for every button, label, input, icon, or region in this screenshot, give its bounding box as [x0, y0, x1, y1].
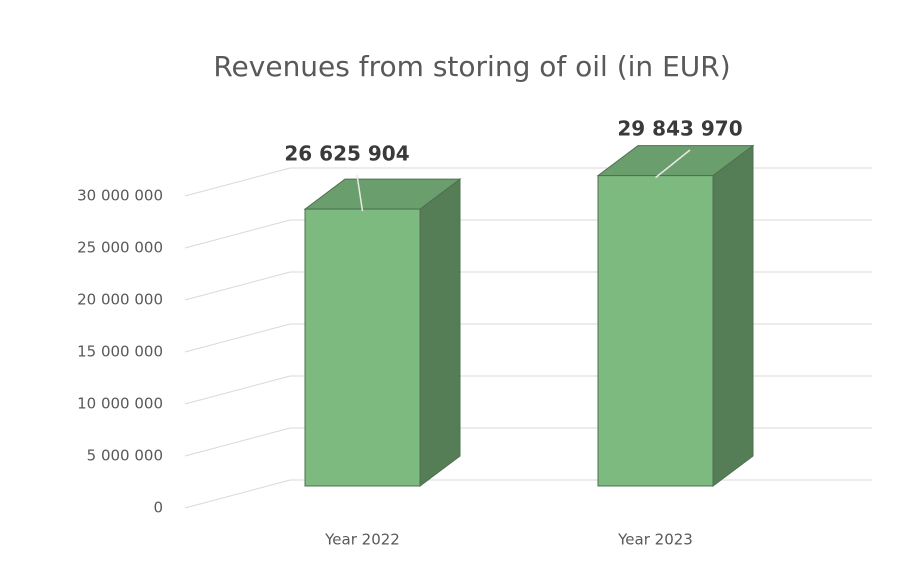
leader-line [356, 174, 364, 212]
y-tick-label: 5 000 000 [87, 447, 163, 465]
grid-line [184, 375, 291, 405]
chart-title: Revenues from storing of oil (in EUR) [213, 50, 730, 83]
bar-side [419, 178, 461, 487]
grid-line [184, 323, 291, 353]
value-label: 29 843 970 [617, 117, 742, 141]
bar [304, 208, 421, 487]
grid-line [184, 271, 291, 301]
grid-line [184, 479, 291, 509]
y-tick-label: 20 000 000 [77, 291, 163, 309]
grid-line [184, 219, 291, 249]
y-tick-label: 25 000 000 [77, 239, 163, 257]
y-tick-label: 15 000 000 [77, 343, 163, 361]
x-tick-label: Year 2022 [324, 531, 400, 549]
bar [597, 175, 714, 487]
y-tick-label: 10 000 000 [77, 395, 163, 413]
x-tick-label: Year 2023 [617, 531, 693, 549]
y-tick-label: 30 000 000 [77, 187, 163, 205]
y-tick-label: 0 [153, 499, 163, 517]
bar-side [712, 144, 754, 487]
grid-line [184, 167, 291, 197]
grid-line [184, 427, 291, 457]
leader-line [655, 149, 691, 179]
value-label: 26 625 904 [284, 142, 409, 166]
